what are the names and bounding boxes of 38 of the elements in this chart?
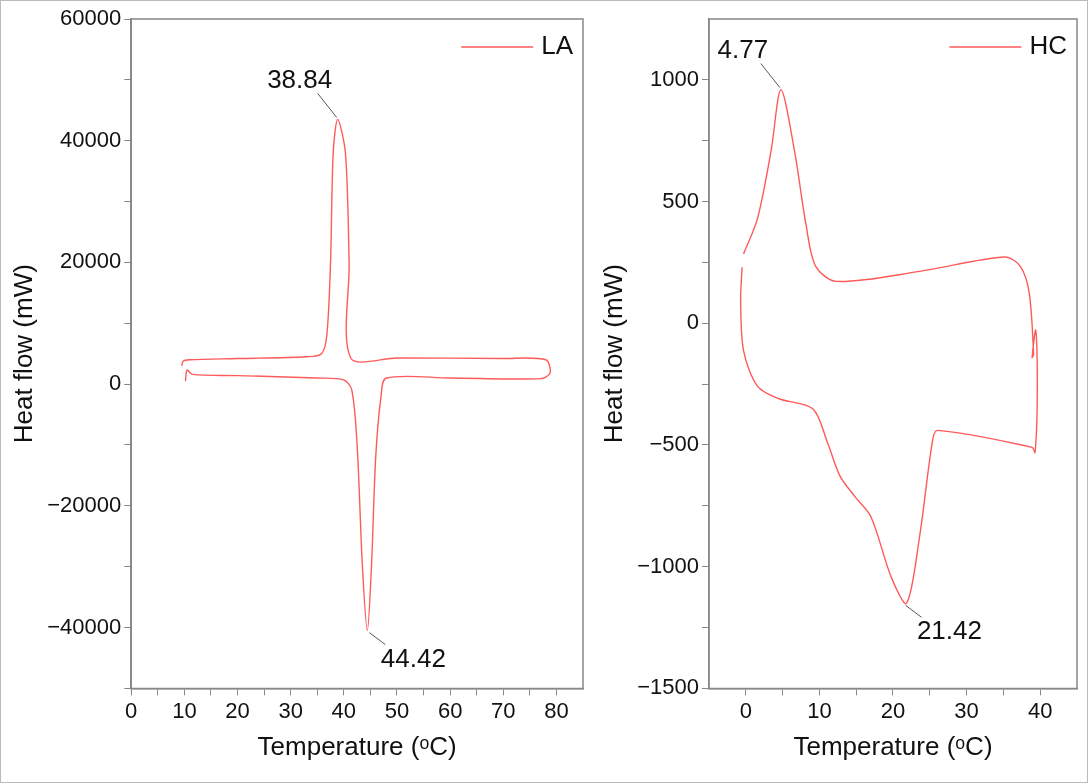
y-tick-label: −20000 [47,491,122,517]
x-tick-label: 40 [331,697,357,723]
y-tick-label: 1000 [650,65,699,91]
y-axis-title: Heat flow (mW) [597,264,628,444]
x-tick-label: 70 [491,697,516,723]
x-tick-label: 50 [384,697,410,723]
y-tick-label: −40000 [47,613,122,639]
x-tick-label: 0 [739,697,752,723]
y-tick-label: −1500 [637,674,699,700]
legend-label: HC [1029,30,1067,61]
x-tick-label: 20 [880,697,906,723]
y-tick-label: 0 [686,309,699,335]
line-series [739,88,1038,604]
annotation: 44.42 [380,642,446,673]
annotation: 38.84 [267,63,333,94]
line-series [181,118,551,632]
y-tick-label: 60000 [60,5,122,31]
x-tick-label: 10 [807,697,832,723]
y-tick-label: 40000 [60,126,122,152]
y-tick-label: −1000 [637,552,699,578]
legend-label: LA [541,30,574,61]
x-tick-label: 0 [125,697,138,723]
x-tick-label: 10 [172,697,197,723]
x-tick-label: 30 [278,697,303,723]
x-tick-label: 20 [225,697,250,723]
y-tick-label: 0 [108,370,122,396]
y-tick-label: 20000 [60,248,122,274]
y-tick-label: 500 [662,187,699,213]
y-tick-label: −500 [649,431,699,457]
annotation: 21.42 [916,615,982,646]
annotation: 4.77 [717,33,769,64]
x-tick-label: 80 [544,697,569,723]
y-axis-title: Heat flow (mW) [7,264,38,444]
x-axis-title: Temperature (ᵒC) [793,730,993,761]
x-tick-label: 60 [437,697,463,723]
x-tick-label: 40 [1027,697,1053,723]
x-axis-title: Temperature (ᵒC) [257,730,457,761]
x-tick-label: 30 [954,697,979,723]
